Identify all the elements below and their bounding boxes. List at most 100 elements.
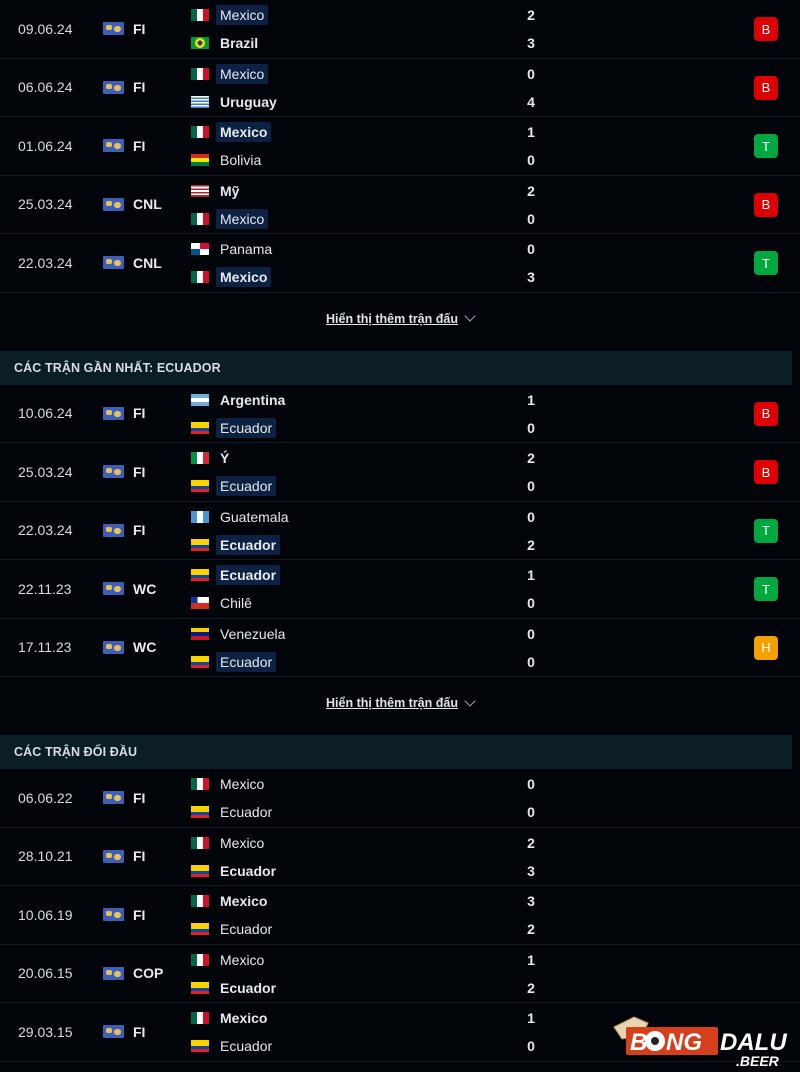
chevron-down-icon (464, 694, 476, 707)
team-name: Mỹ (220, 182, 240, 199)
team-name: Ecuador (216, 565, 281, 585)
league-code: FI (133, 405, 146, 422)
away-team[interactable]: Brazil (191, 32, 262, 54)
away-team[interactable]: Ecuador (191, 651, 277, 673)
league-icon (103, 197, 124, 211)
away-team[interactable]: Chilê (191, 592, 256, 614)
section: CÁC TRẬN ĐỐI ĐẦU 06.06.22 FI Mexico Ecua… (0, 735, 800, 1062)
league-code: FI (133, 522, 146, 539)
match-row[interactable]: 10.06.19 FI Mexico Ecuador 3 2 (0, 886, 800, 945)
match-row[interactable]: 01.06.24 FI Mexico Bolivia 1 0 T (0, 117, 800, 176)
match-row[interactable]: 22.03.24 FI Guatemala Ecuador 0 2 T (0, 502, 800, 560)
league-icon (103, 22, 124, 35)
match-date: 28.10.21 (18, 848, 73, 865)
match-row[interactable]: 06.06.22 FI Mexico Ecuador 0 0 (0, 769, 800, 828)
br-flag-icon (191, 37, 209, 49)
home-score: 2 (527, 834, 535, 851)
match-row[interactable]: 17.11.23 WC Venezuela Ecuador 0 0 H (0, 619, 800, 677)
home-score: 0 (527, 241, 535, 257)
section-header: CÁC TRẬN GẦN NHẤT: ECUADOR (0, 350, 792, 385)
match-row[interactable]: 29.03.15 FI Mexico Ecuador 1 0 (0, 1003, 800, 1062)
mx-flag-icon (191, 778, 209, 790)
match-row[interactable]: 25.03.24 FI Ý Ecuador 2 0 B (0, 443, 800, 502)
away-team[interactable]: Ecuador (191, 534, 281, 556)
league-icon (103, 80, 124, 94)
home-team[interactable]: Mexico (191, 949, 268, 971)
away-team[interactable]: Ecuador (191, 918, 276, 940)
home-team[interactable]: Mexico (191, 773, 268, 795)
away-score: 2 (527, 979, 535, 996)
home-team[interactable]: Argentina (191, 389, 289, 411)
league-code: FI (133, 848, 146, 865)
ve-flag-icon (191, 627, 209, 640)
section: CÁC TRẬN GẦN NHẤT: ECUADOR 10.06.24 FI A… (0, 350, 800, 730)
match-row[interactable]: 10.06.24 FI Argentina Ecuador 1 0 B (0, 385, 800, 443)
team-name: Guatemala (220, 508, 289, 525)
home-team[interactable]: Venezuela (191, 623, 289, 645)
mx-flag-icon (191, 836, 209, 849)
home-team[interactable]: Mexico (191, 63, 269, 85)
section-header: CÁC TRẬN ĐỐI ĐẦU (0, 735, 792, 769)
match-row[interactable]: 06.06.24 FI Mexico Uruguay 0 4 B (0, 59, 800, 117)
away-team[interactable]: Ecuador (191, 860, 280, 882)
team-name: Mexico (216, 208, 269, 229)
match-row[interactable]: 09.06.24 FI Mexico Brazil 2 3 B (0, 0, 800, 59)
us-flag-icon (191, 184, 209, 197)
team-name: Argentina (220, 391, 286, 408)
home-team[interactable]: Ecuador (191, 564, 281, 586)
result-badge: H (754, 635, 778, 660)
home-team[interactable]: Panama (191, 238, 276, 260)
away-team[interactable]: Ecuador (191, 1035, 276, 1057)
team-name: Ý (220, 450, 230, 466)
home-team[interactable]: Guatemala (191, 506, 292, 528)
league-code: FI (133, 137, 146, 154)
away-score: 2 (527, 536, 535, 553)
result-badge: T (754, 251, 778, 275)
home-team[interactable]: Mexico (191, 4, 269, 26)
league-code: FI (133, 906, 146, 923)
it-flag-icon (191, 452, 209, 464)
team-name: Mexico (220, 951, 265, 968)
league-code: FI (133, 789, 146, 806)
home-team[interactable]: Mỹ (191, 180, 243, 202)
ar-flag-icon (191, 393, 209, 406)
match-row[interactable]: 25.03.24 CNL Mỹ Mexico 2 0 B (0, 176, 800, 234)
away-team[interactable]: Mexico (191, 208, 269, 230)
away-score: 0 (527, 210, 535, 227)
match-date: 20.06.15 (18, 965, 73, 982)
home-team[interactable]: Mexico (191, 890, 271, 912)
cl-flag-icon (191, 597, 209, 609)
away-team[interactable]: Ecuador (191, 417, 277, 439)
team-name: Ecuador (220, 804, 273, 820)
match-row[interactable]: 22.11.23 WC Ecuador Chilê 1 0 T (0, 560, 800, 619)
team-name: Mexico (220, 834, 265, 851)
show-more-button[interactable]: Hiển thị thêm trận đấu (0, 677, 800, 729)
ec-flag-icon (191, 655, 209, 668)
home-score: 1 (527, 124, 535, 140)
home-team[interactable]: Mexico (191, 1007, 271, 1029)
away-team[interactable]: Ecuador (191, 801, 276, 823)
away-team[interactable]: Mexico (191, 266, 272, 288)
away-team[interactable]: Bolivia (191, 149, 265, 171)
team-name: Mexico (220, 1010, 268, 1026)
away-team[interactable]: Uruguay (191, 91, 281, 113)
match-row[interactable]: 22.03.24 CNL Panama Mexico 0 3 T (0, 234, 800, 293)
show-more-label[interactable]: Hiển thị thêm trận đấu (326, 696, 458, 710)
match-row[interactable]: 20.06.15 COP Mexico Ecuador 1 2 (0, 945, 800, 1003)
match-row[interactable]: 28.10.21 FI Mexico Ecuador 2 3 (0, 828, 800, 886)
league-icon (103, 1025, 124, 1038)
result-badge: T (754, 518, 778, 543)
show-more-label[interactable]: Hiển thị thêm trận đấu (326, 311, 458, 326)
team-name: Bolivia (220, 152, 262, 168)
away-team[interactable]: Ecuador (191, 977, 280, 999)
home-team[interactable]: Ý (191, 447, 233, 469)
home-team[interactable]: Mexico (191, 121, 272, 143)
home-score: 2 (527, 450, 535, 466)
away-team[interactable]: Ecuador (191, 475, 277, 497)
match-date: 25.03.24 (18, 196, 73, 213)
home-team[interactable]: Mexico (191, 832, 268, 854)
show-more-button[interactable]: Hiển thị thêm trận đấu (0, 293, 800, 345)
away-score: 0 (527, 152, 535, 168)
home-score: 3 (527, 893, 535, 909)
ec-flag-icon (191, 1040, 209, 1052)
